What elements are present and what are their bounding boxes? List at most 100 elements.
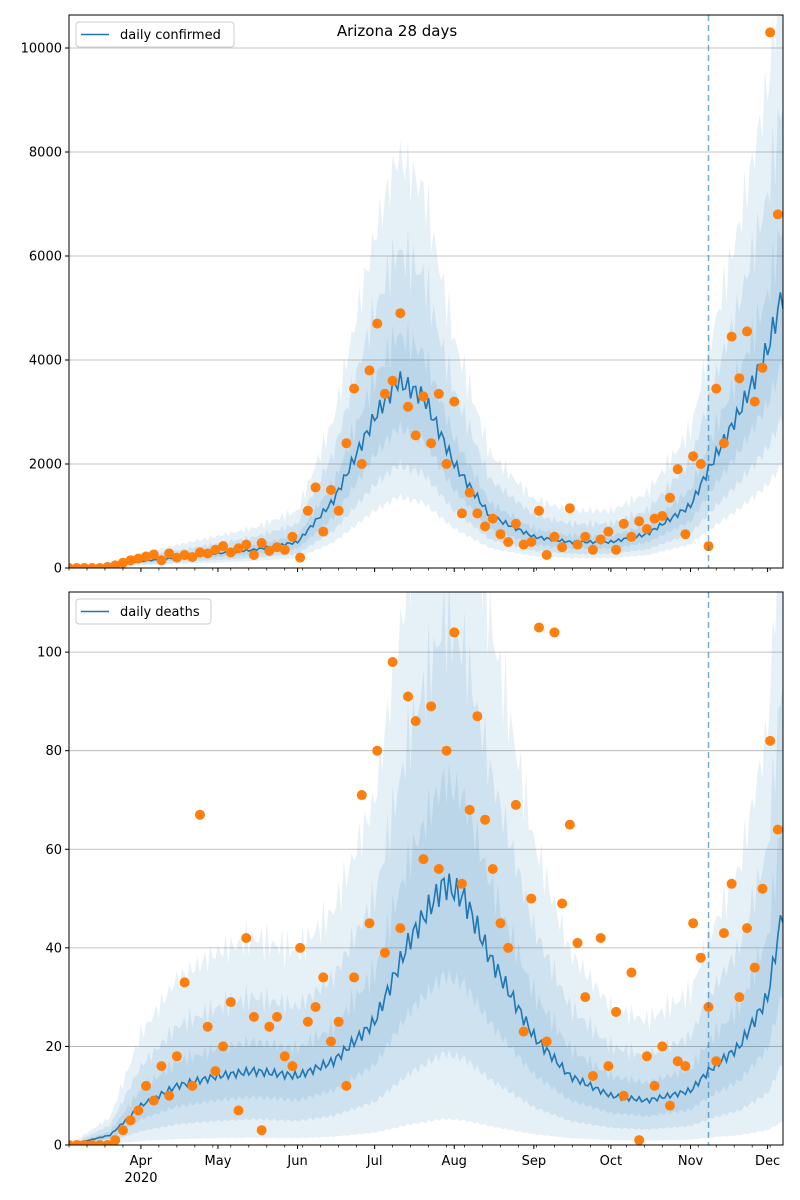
observed-point bbox=[449, 627, 460, 638]
observed-point bbox=[641, 1051, 652, 1062]
observed-point bbox=[603, 526, 614, 537]
axes-frame bbox=[68, 14, 784, 569]
observed-point bbox=[225, 997, 236, 1008]
observed-point bbox=[595, 534, 606, 545]
observed-point bbox=[618, 1090, 629, 1101]
observed-point bbox=[718, 438, 729, 449]
confidence-band-1 bbox=[69, 762, 783, 1145]
observed-point bbox=[295, 942, 306, 953]
observed-point bbox=[618, 518, 629, 529]
observed-point bbox=[325, 485, 336, 496]
observed-point bbox=[164, 1090, 175, 1101]
observed-point bbox=[248, 1011, 259, 1022]
observed-point bbox=[333, 505, 344, 516]
observed-point bbox=[202, 548, 213, 559]
observed-point bbox=[695, 952, 706, 963]
y-tick-label: 4000 bbox=[29, 354, 62, 369]
observed-point bbox=[233, 543, 244, 554]
deaths-panel: 0 20 40 60 80 100 Apr May Jun Jul Aug Sep Oct Nov Dec d… bbox=[37, 591, 784, 1169]
observed-point bbox=[480, 814, 491, 825]
y-tick-label: 10000 bbox=[21, 42, 62, 57]
legend-label: daily deaths bbox=[120, 605, 200, 620]
x-tick-label: Oct bbox=[600, 1154, 622, 1169]
observed-point bbox=[426, 438, 437, 449]
observed-point bbox=[626, 967, 637, 978]
observed-point bbox=[718, 928, 729, 939]
observed-point bbox=[626, 531, 637, 542]
observed-point bbox=[102, 561, 113, 568]
observed-point bbox=[279, 544, 290, 555]
observed-point bbox=[657, 511, 668, 522]
observed-point bbox=[557, 542, 568, 553]
observed-point bbox=[71, 1140, 82, 1145]
observed-point bbox=[302, 505, 313, 516]
observed-point bbox=[364, 365, 375, 376]
observed-point bbox=[664, 492, 675, 503]
y-tick-label: 8000 bbox=[29, 146, 62, 161]
observed-point bbox=[664, 1100, 675, 1111]
observed-point bbox=[749, 396, 760, 407]
observed-point bbox=[341, 1080, 352, 1091]
observed-point bbox=[680, 1061, 691, 1072]
observed-point bbox=[649, 513, 660, 524]
observed-point bbox=[487, 863, 498, 874]
observed-point bbox=[487, 513, 498, 524]
observed-point bbox=[611, 1006, 622, 1017]
observed-point bbox=[410, 430, 421, 441]
confidence-band-2 bbox=[69, 592, 783, 1145]
y-tick-label: 100 bbox=[37, 646, 62, 661]
axes-frame bbox=[68, 591, 784, 1146]
observed-point bbox=[765, 735, 776, 746]
observed-point bbox=[387, 656, 398, 667]
confirmed-panel: 0 2000 4000 6000 8000 10000 daily confirmed bbox=[21, 14, 784, 577]
observed-point bbox=[734, 992, 745, 1003]
observed-point bbox=[318, 972, 329, 983]
y-tick-label: 6000 bbox=[29, 250, 62, 265]
observed-point bbox=[580, 992, 591, 1003]
observed-point bbox=[210, 544, 221, 555]
observed-point bbox=[572, 539, 583, 550]
observed-point bbox=[480, 521, 491, 532]
observed-point bbox=[534, 505, 545, 516]
observed-point bbox=[318, 526, 329, 537]
y-tick-label: 60 bbox=[45, 843, 62, 858]
observed-point bbox=[587, 1070, 598, 1081]
observed-point bbox=[495, 529, 506, 540]
observed-point bbox=[302, 1016, 313, 1027]
observed-point bbox=[680, 529, 691, 540]
observed-point bbox=[526, 537, 537, 548]
observed-point bbox=[110, 560, 121, 568]
observed-point bbox=[580, 531, 591, 542]
observed-point bbox=[456, 508, 467, 519]
observed-point bbox=[310, 1001, 321, 1012]
observed-point bbox=[734, 373, 745, 384]
observed-point bbox=[510, 799, 521, 810]
x-tick-label: Nov bbox=[678, 1154, 704, 1169]
observed-point bbox=[287, 531, 298, 542]
observed-point bbox=[603, 1061, 614, 1072]
observed-point bbox=[472, 711, 483, 722]
y-tick-label: 0 bbox=[54, 1139, 62, 1154]
y-tick-label: 0 bbox=[54, 562, 62, 577]
observed-point bbox=[341, 438, 352, 449]
observed-point bbox=[349, 383, 360, 394]
observed-point bbox=[71, 563, 82, 568]
observed-point bbox=[310, 482, 321, 493]
observed-point bbox=[410, 716, 421, 727]
observed-point bbox=[634, 516, 645, 527]
observed-point bbox=[210, 1066, 221, 1077]
observed-point bbox=[194, 547, 205, 558]
observed-point bbox=[510, 518, 521, 529]
observed-point bbox=[418, 854, 429, 865]
observed-point bbox=[395, 308, 406, 319]
observed-point bbox=[94, 1140, 105, 1145]
legend: daily deaths bbox=[75, 598, 212, 625]
observed-point bbox=[102, 1140, 113, 1145]
observed-point bbox=[649, 1080, 660, 1091]
observed-point bbox=[595, 932, 606, 943]
observed-point bbox=[726, 878, 737, 889]
observed-point bbox=[572, 937, 583, 948]
observed-point bbox=[403, 691, 414, 702]
observed-point bbox=[695, 459, 706, 470]
observed-point bbox=[564, 503, 575, 514]
